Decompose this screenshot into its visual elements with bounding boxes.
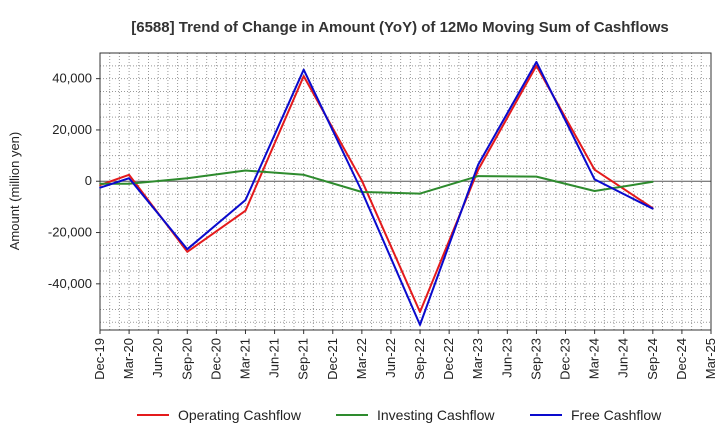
- x-tick-label: Mar-21: [237, 338, 252, 379]
- free-cashflow-point: [244, 199, 247, 201]
- x-tick-label: Dec-24: [674, 338, 689, 380]
- investing-cashflow-point: [419, 192, 421, 195]
- x-axis: Dec-19 Mar-20 Jun-20 Sep-20 Dec-20 Mar-21 Jun-…: [92, 330, 718, 380]
- free-cashflow-point: [361, 190, 363, 193]
- free-cashflow-line: [99, 61, 654, 326]
- free-cashflow-point: [535, 61, 538, 63]
- y-axis-label: Amount (million yen): [7, 132, 22, 251]
- operating-cashflow-point: [477, 168, 480, 171]
- x-tick-label: Sep-23: [528, 338, 543, 380]
- operating-cashflow-point: [535, 65, 538, 67]
- operating-cashflow-point: [302, 75, 305, 77]
- investing-cashflow-point: [186, 177, 189, 179]
- chart-title: [6588] Trend of Change in Amount (YoY) o…: [131, 19, 669, 36]
- x-tick-label: Jun-22: [383, 338, 398, 378]
- investing-cashflow-point: [477, 175, 480, 177]
- x-tick-label: Jun-20: [150, 338, 165, 378]
- free-cashflow-point: [128, 177, 130, 179]
- legend-label-investing-cashflow: Investing Cashflow: [377, 407, 495, 423]
- x-tick-label: Mar-20: [121, 338, 136, 379]
- x-tick-label: Jun-24: [616, 338, 631, 378]
- x-tick-label: Sep-22: [412, 338, 427, 380]
- investing-cashflow-point: [128, 183, 130, 185]
- x-tick-label: Dec-19: [92, 338, 107, 380]
- series-layer: [99, 61, 654, 326]
- legend-label-operating-cashflow: Operating Cashflow: [178, 407, 302, 423]
- x-tick-label: Dec-21: [325, 338, 340, 380]
- investing-cashflow-line: [100, 169, 653, 195]
- operating-cashflow-point: [244, 209, 247, 212]
- x-tick-label: Sep-21: [296, 338, 311, 380]
- operating-cashflow-point: [186, 250, 189, 253]
- free-cashflow-point: [477, 163, 480, 166]
- y-axis: 40,000 20,000 0 -20,000 -40,000: [48, 71, 100, 291]
- operating-cashflow-point: [128, 174, 130, 176]
- x-tick-label: Sep-20: [179, 338, 194, 380]
- investing-cashflow-point: [99, 183, 101, 185]
- legend: Operating Cashflow Investing Cashflow Free…: [137, 407, 662, 423]
- y-tick-label: 40,000: [52, 71, 92, 86]
- operating-cashflow-point: [419, 311, 421, 313]
- free-cashflow-point: [593, 178, 596, 181]
- x-tick-label: Dec-20: [208, 338, 223, 380]
- investing-cashflow-point: [593, 190, 596, 192]
- y-tick-label: -40,000: [48, 276, 92, 291]
- x-tick-label: Mar-24: [587, 338, 602, 379]
- y-tick-label: 0: [85, 173, 92, 188]
- x-tick-label: Mar-22: [354, 338, 369, 379]
- free-cashflow-point: [652, 207, 654, 210]
- x-tick-label: Dec-22: [441, 338, 456, 380]
- x-tick-label: Mar-23: [470, 338, 485, 379]
- free-cashflow-point: [99, 186, 101, 189]
- investing-cashflow-point: [302, 174, 305, 176]
- y-tick-label: 20,000: [52, 122, 92, 137]
- operating-cashflow-point: [593, 168, 596, 171]
- x-tick-label: Sep-24: [645, 338, 660, 380]
- investing-cashflow-point: [652, 180, 654, 183]
- free-cashflow-point: [419, 324, 421, 326]
- legend-label-free-cashflow: Free Cashflow: [571, 407, 662, 423]
- free-cashflow-point: [302, 68, 305, 71]
- x-tick-label: Jun-21: [267, 338, 282, 378]
- investing-cashflow-point: [244, 169, 247, 172]
- operating-cashflow-point: [361, 179, 363, 182]
- operating-cashflow-line: [99, 64, 654, 313]
- investing-cashflow-point: [535, 175, 538, 178]
- y-tick-label: -20,000: [48, 225, 92, 240]
- x-tick-label: Jun-23: [499, 338, 514, 378]
- plot-area-frame: [99, 52, 712, 331]
- free-cashflow-point: [186, 248, 189, 251]
- x-tick-label: Mar-25: [703, 338, 718, 379]
- x-tick-label: Dec-23: [558, 338, 573, 380]
